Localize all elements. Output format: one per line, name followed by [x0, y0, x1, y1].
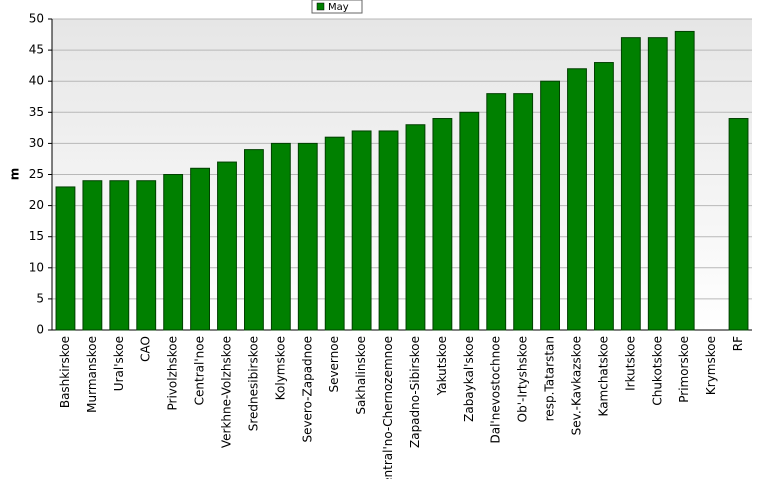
legend-box	[311, 0, 363, 14]
x-tick-label: Chukotskoe	[650, 336, 664, 406]
bar	[620, 37, 641, 331]
x-tick-label: Severo-Zapadnoe	[300, 336, 314, 443]
y-axis-label: m	[8, 168, 22, 181]
x-tick-label: Bashkirskoe	[58, 336, 72, 408]
bar	[163, 174, 184, 331]
x-tick-label: resp.Tatarstan	[543, 336, 557, 421]
x-tick-label: Severnoe	[327, 336, 341, 393]
bar	[190, 167, 210, 331]
bar	[324, 136, 345, 331]
x-tick-label: Sev.-Kavkazskoe	[570, 336, 584, 435]
x-tick-label: Verkhne-Volzhskoe	[220, 336, 234, 448]
x-tick-label: Irkutskoe	[623, 336, 637, 391]
y-tick-label: 30	[29, 136, 44, 150]
x-tick-label: CAO	[139, 336, 153, 362]
bar	[297, 142, 318, 331]
bar	[55, 186, 76, 331]
bar	[540, 80, 561, 331]
bar	[351, 130, 372, 331]
x-tick-label: Privolzhskoe	[166, 336, 180, 410]
x-tick-label: Sakhalinskoe	[354, 336, 368, 415]
bar	[270, 142, 291, 331]
y-tick-label: 0	[36, 323, 44, 337]
bar	[728, 118, 749, 331]
bar	[109, 180, 130, 331]
bar	[674, 30, 695, 331]
x-tick-label: Primorskoe	[677, 336, 691, 403]
x-tick-label: RF	[731, 336, 745, 351]
bar	[459, 111, 480, 331]
bar	[647, 37, 668, 331]
x-tick-label: Ob'-Irtyshskoe	[516, 336, 530, 422]
x-tick-label: Central'noe	[193, 336, 207, 405]
y-tick-label: 40	[29, 74, 44, 88]
bar	[567, 68, 587, 331]
bar	[378, 130, 399, 331]
x-tick-label: Murmanskoe	[85, 336, 99, 413]
y-tick-label: 25	[29, 167, 44, 181]
x-tick-label: Kamchatskoe	[596, 336, 610, 416]
bar	[594, 62, 614, 331]
y-tick-label: 15	[29, 229, 44, 243]
bar	[513, 93, 534, 331]
bar	[244, 149, 264, 331]
y-tick-label: 50	[29, 12, 44, 26]
bar	[486, 93, 507, 331]
x-tick-label: Zapadno-Sibirskoe	[408, 336, 422, 448]
x-tick-label: Dal'nevostochnoe	[489, 336, 503, 444]
bar	[432, 118, 453, 331]
bar	[217, 161, 237, 331]
y-tick-label: 10	[29, 260, 44, 274]
bar	[82, 180, 103, 331]
y-tick-label: 35	[29, 105, 44, 119]
x-tick-label: Central'no-Chernozemnoe	[381, 336, 395, 479]
x-tick-label: Ural'skoe	[112, 336, 126, 391]
legend-swatch	[316, 2, 325, 11]
y-tick-label: 5	[36, 291, 44, 305]
x-tick-label: Kolymskoe	[273, 336, 287, 400]
bar	[405, 124, 426, 331]
bar	[136, 180, 157, 331]
y-tick-label: 45	[29, 43, 44, 57]
y-tick-label: 20	[29, 198, 44, 212]
legend-label: May	[328, 2, 349, 13]
x-tick-label: Krymskoe	[704, 336, 718, 395]
x-tick-label: Zabaykal'skoe	[462, 336, 476, 422]
x-tick-label: Yakutskoe	[435, 336, 449, 396]
x-tick-label: Srednesibirskoe	[246, 336, 260, 431]
